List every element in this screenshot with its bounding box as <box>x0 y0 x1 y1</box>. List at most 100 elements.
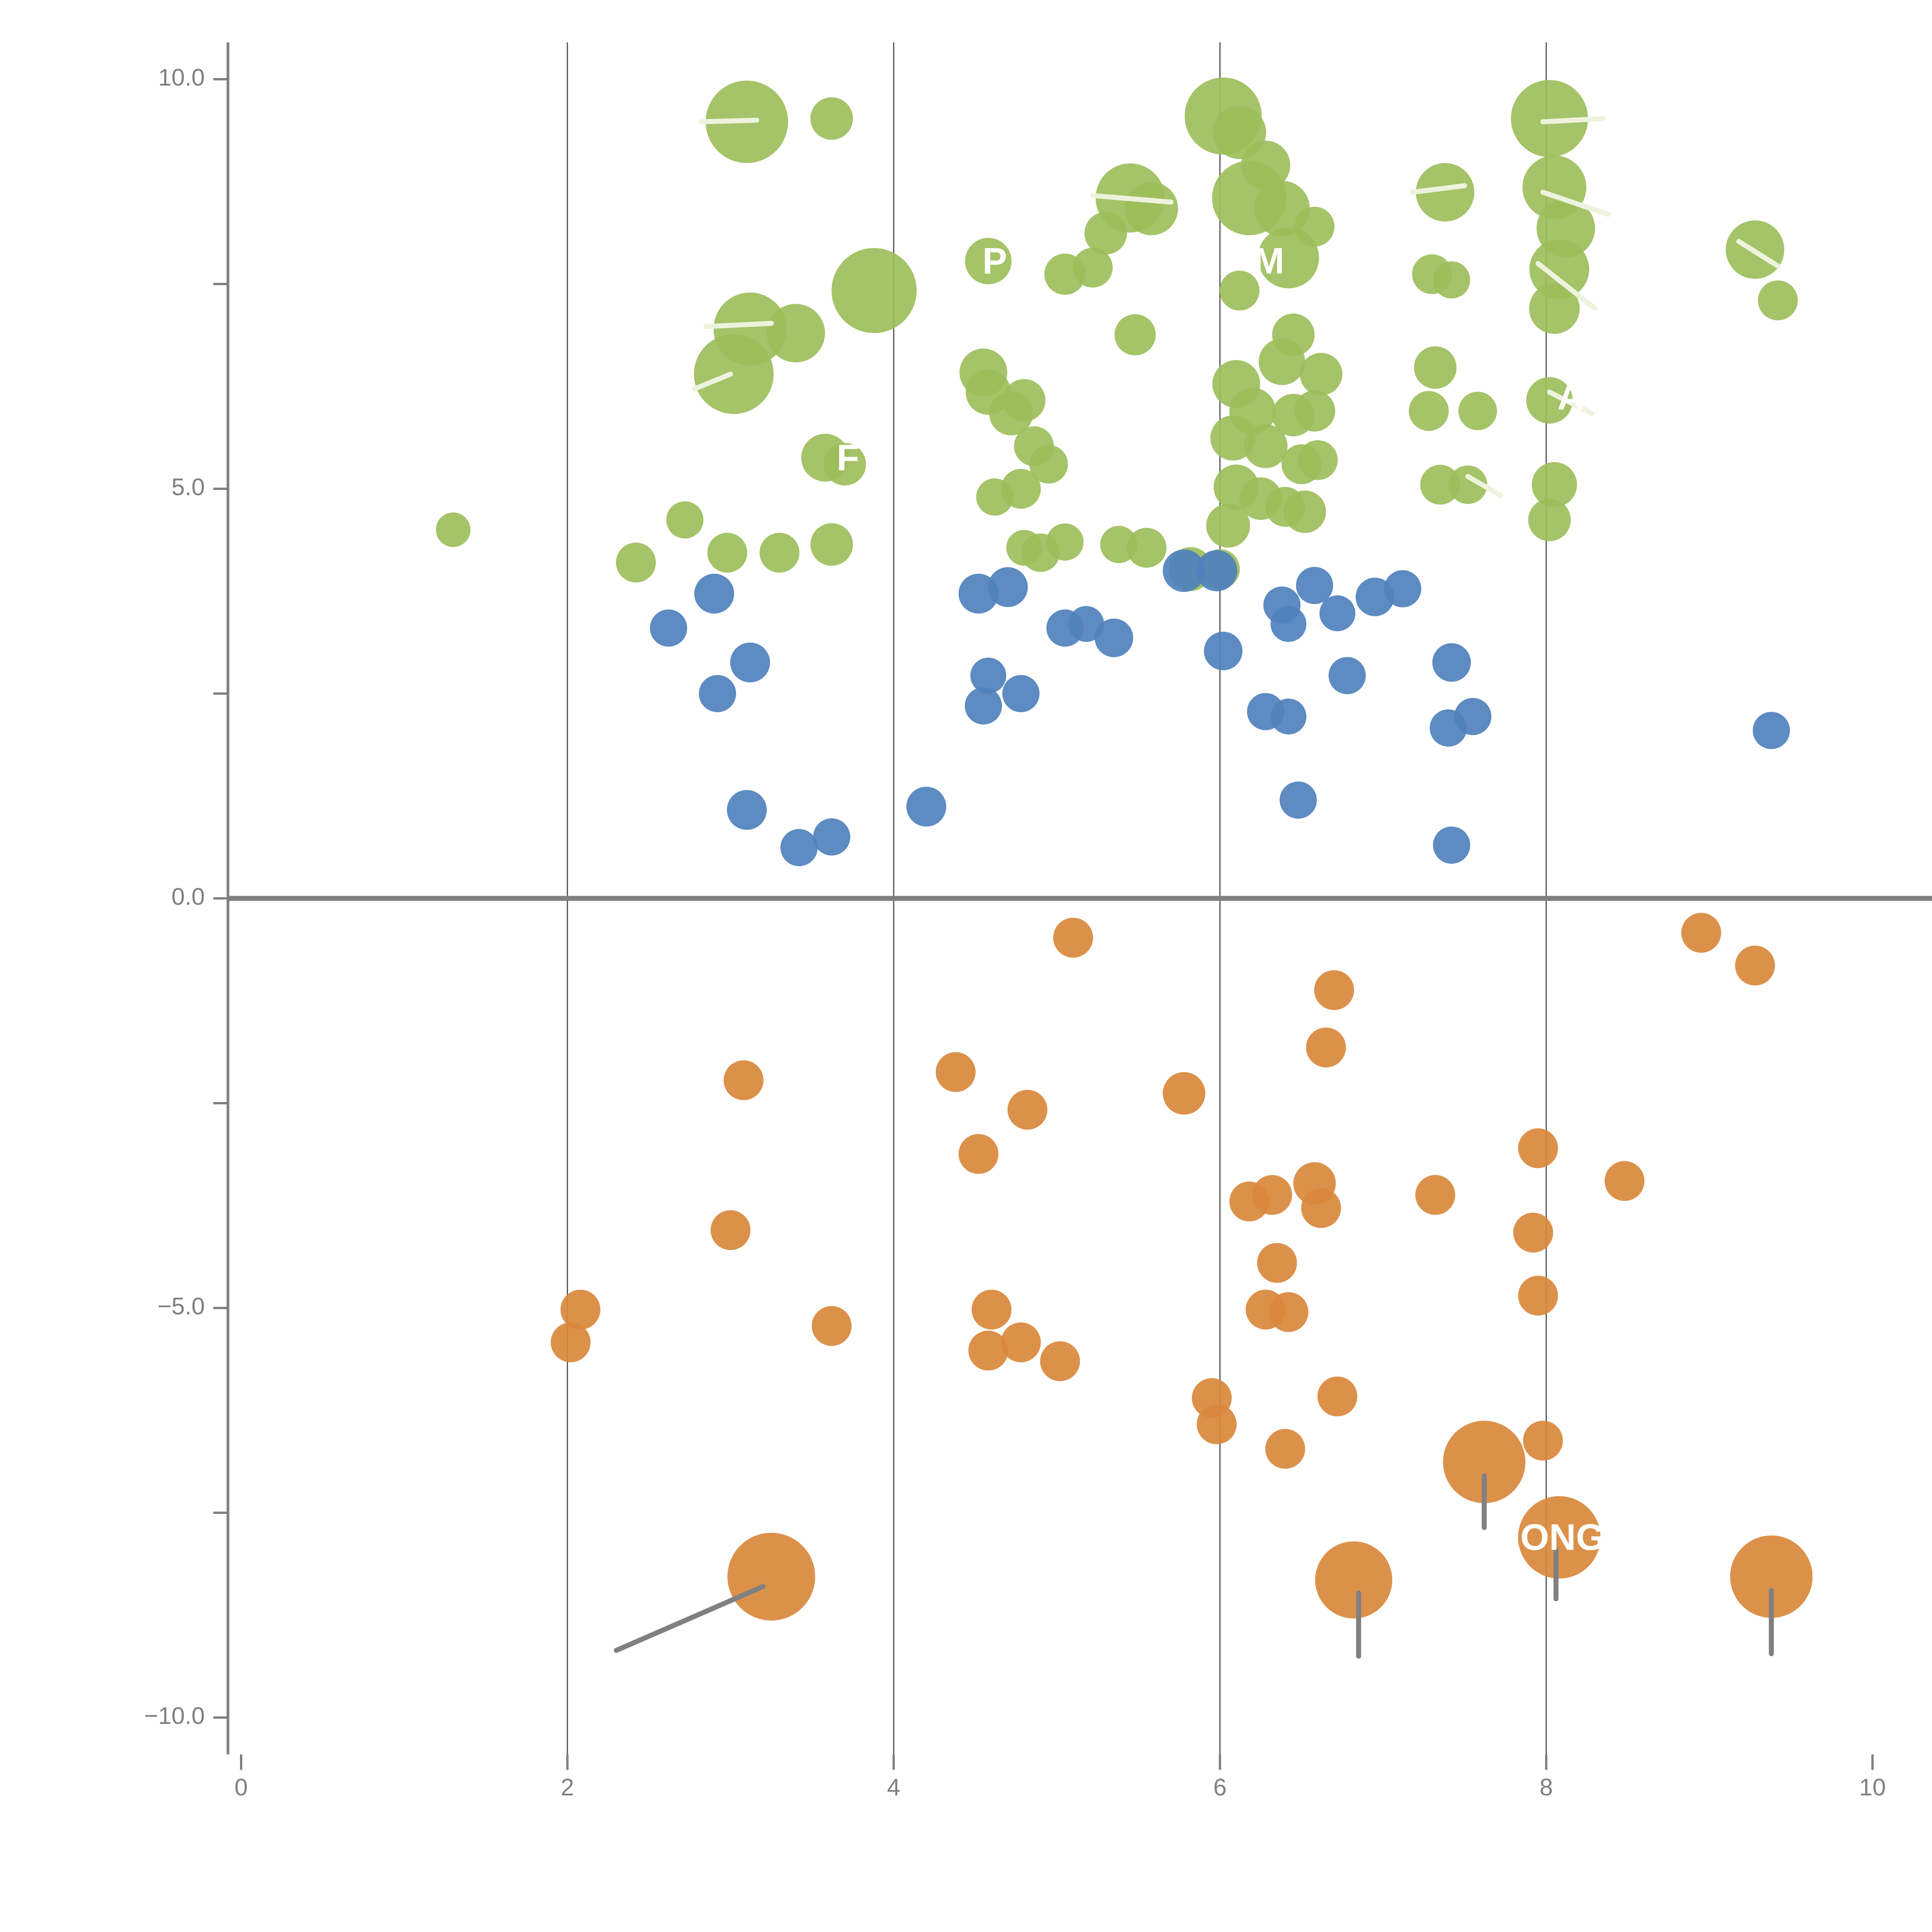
data-point-bubble[interactable] <box>1532 462 1577 507</box>
data-point-bubble[interactable] <box>1298 440 1338 480</box>
data-point-bubble[interactable] <box>1294 207 1335 247</box>
data-point-bubble[interactable] <box>1414 346 1457 389</box>
data-point-bubble[interactable] <box>1314 970 1354 1010</box>
data-point-bubble[interactable] <box>707 532 747 573</box>
data-point-bubble[interactable] <box>1279 781 1317 819</box>
data-point-bubble[interactable] <box>1296 567 1333 604</box>
data-point-bubble[interactable] <box>810 97 853 140</box>
data-point-bubble[interactable] <box>1681 913 1721 953</box>
data-point-bubble[interactable] <box>1518 1128 1558 1168</box>
data-point-bubble[interactable] <box>616 543 656 583</box>
data-point-bubble[interactable] <box>1007 1090 1048 1130</box>
data-point-bubble[interactable] <box>1735 946 1775 986</box>
data-point-bubble[interactable] <box>1433 261 1470 299</box>
data-point-bubble[interactable] <box>713 293 787 366</box>
data-point-bubble[interactable] <box>711 1210 751 1250</box>
data-point-bubble[interactable] <box>1511 80 1588 157</box>
data-point-bubble[interactable] <box>1730 1535 1813 1618</box>
data-point-bubble[interactable] <box>1259 338 1305 385</box>
data-point-bubble[interactable] <box>1197 1404 1237 1444</box>
data-point-bubble[interactable] <box>906 786 946 827</box>
data-point-bubble[interactable] <box>935 1052 976 1092</box>
data-point-bubble[interactable] <box>1384 570 1422 607</box>
data-point-bubble[interactable] <box>1604 1161 1645 1201</box>
data-point-bubble[interactable] <box>1204 631 1243 670</box>
data-point-bubble[interactable] <box>436 512 471 547</box>
data-point-bubble[interactable] <box>832 248 917 333</box>
data-point-bubble[interactable] <box>1068 606 1104 642</box>
data-point-bubble[interactable] <box>964 687 1002 724</box>
data-point-bubble[interactable] <box>1432 643 1471 682</box>
data-point-bubble[interactable] <box>1294 390 1335 432</box>
data-point-bubble[interactable] <box>1315 1541 1393 1619</box>
data-point-bubble[interactable] <box>780 829 818 866</box>
data-point-bubble[interactable] <box>971 1289 1012 1330</box>
data-point-bubble[interactable] <box>823 443 866 486</box>
data-point-bubble[interactable] <box>988 567 1028 607</box>
data-point-bubble[interactable] <box>1523 1420 1563 1461</box>
data-point-bubble[interactable] <box>759 532 799 573</box>
data-point-bubble[interactable] <box>1053 918 1093 958</box>
data-point-bubble[interactable] <box>1094 618 1133 657</box>
data-point-bubble[interactable] <box>1196 550 1238 592</box>
data-point-bubble[interactable] <box>1758 280 1798 321</box>
data-point-bubble[interactable] <box>1416 163 1475 222</box>
data-point-bubble[interactable] <box>1526 377 1573 424</box>
data-point-bubble[interactable] <box>1125 182 1178 235</box>
data-point-bubble[interactable] <box>1114 314 1156 355</box>
data-point-bubble[interactable] <box>1518 1496 1601 1579</box>
data-point-bubble[interactable] <box>727 790 767 830</box>
data-point-bubble[interactable] <box>1306 1027 1346 1068</box>
data-point-bubble[interactable] <box>723 1060 764 1100</box>
data-point-bubble[interactable] <box>666 501 704 539</box>
data-point-bubble[interactable] <box>1265 1429 1305 1469</box>
data-point-bubble[interactable] <box>1529 239 1589 299</box>
data-point-bubble[interactable] <box>1409 391 1449 431</box>
data-point-bubble[interactable] <box>694 573 734 614</box>
data-point-bubble[interactable] <box>1454 698 1492 735</box>
data-point-bubble[interactable] <box>968 1330 1009 1371</box>
data-point-bubble[interactable] <box>1270 606 1306 642</box>
data-point-bubble[interactable] <box>1243 424 1288 468</box>
data-point-bubble[interactable] <box>1040 1341 1080 1381</box>
data-point-bubble[interactable] <box>1002 675 1040 713</box>
data-point-bubble[interactable] <box>1433 827 1470 864</box>
data-point-bubble[interactable] <box>1283 490 1326 533</box>
data-point-bubble[interactable] <box>1046 523 1084 561</box>
data-point-bubble[interactable] <box>1449 465 1487 504</box>
data-point-bubble[interactable] <box>810 523 853 566</box>
data-point-bubble[interactable] <box>1001 469 1041 509</box>
data-point-bubble[interactable] <box>1073 248 1113 288</box>
data-point-bubble[interactable] <box>699 675 736 713</box>
data-point-bubble[interactable] <box>1753 712 1790 749</box>
data-point-bubble[interactable] <box>1513 1213 1553 1253</box>
data-point-bubble[interactable] <box>1458 391 1497 430</box>
data-point-bubble[interactable] <box>958 1134 998 1174</box>
data-point-bubble[interactable] <box>1206 503 1250 548</box>
data-point-bubble[interactable] <box>1420 464 1460 505</box>
data-point-bubble[interactable] <box>766 304 825 362</box>
data-points-group[interactable] <box>436 77 1813 1621</box>
data-point-bubble[interactable] <box>1268 1292 1309 1332</box>
data-point-bubble[interactable] <box>1319 595 1355 631</box>
data-point-bubble[interactable] <box>1299 353 1343 396</box>
data-point-bubble[interactable] <box>1328 657 1366 694</box>
data-point-bubble[interactable] <box>1001 1322 1041 1362</box>
data-point-bubble[interactable] <box>1317 1376 1357 1417</box>
data-point-bubble[interactable] <box>1518 1276 1558 1316</box>
data-point-bubble[interactable] <box>730 642 770 683</box>
data-point-bubble[interactable] <box>1163 1072 1206 1115</box>
data-point-bubble[interactable] <box>727 1532 815 1621</box>
data-point-bubble[interactable] <box>551 1322 591 1362</box>
data-point-bubble[interactable] <box>1301 1188 1341 1228</box>
data-point-bubble[interactable] <box>1219 270 1260 311</box>
data-point-bubble[interactable] <box>1163 549 1206 592</box>
data-point-bubble[interactable] <box>1270 698 1306 735</box>
data-point-bubble[interactable] <box>970 657 1007 694</box>
data-point-bubble[interactable] <box>1528 498 1571 541</box>
data-point-bubble[interactable] <box>1529 283 1580 334</box>
data-point-bubble[interactable] <box>1257 1243 1297 1283</box>
data-point-bubble[interactable] <box>965 238 1012 284</box>
data-point-bubble[interactable] <box>650 609 687 647</box>
data-point-bubble[interactable] <box>560 1289 600 1330</box>
